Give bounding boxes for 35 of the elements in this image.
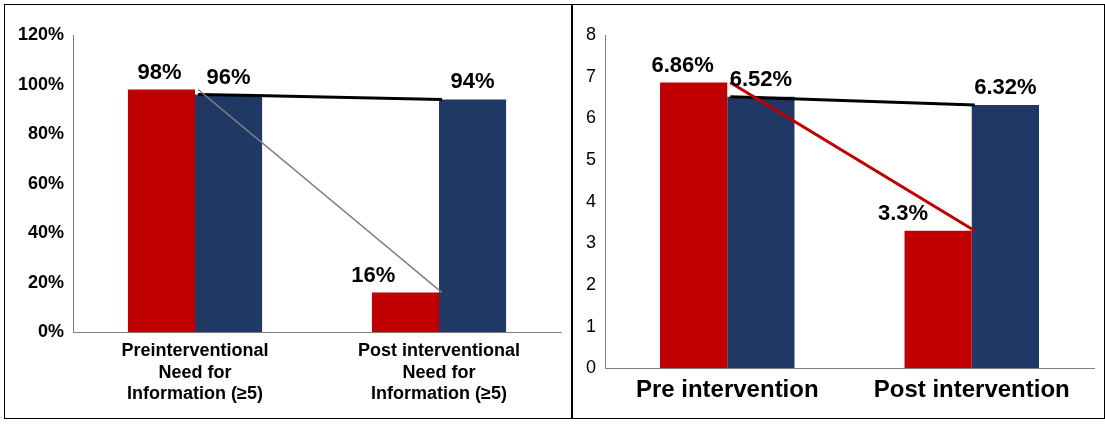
- bar: [195, 94, 263, 333]
- x-tick-label: Pre intervention: [635, 375, 819, 403]
- y-tick-label: 5: [586, 148, 597, 169]
- data-label: 6.32%: [974, 74, 1037, 100]
- y-tick-label: 60%: [28, 172, 65, 193]
- bar: [439, 99, 507, 333]
- y-tick-label: 20%: [28, 271, 65, 292]
- y-tick-label: 7: [586, 65, 597, 86]
- bar: [971, 104, 1039, 369]
- y-tick-label: 3: [586, 232, 597, 253]
- data-label: 3.3%: [877, 199, 929, 225]
- data-label: 6.52%: [729, 65, 793, 91]
- x-tick-label: Preinterventional Need for Information (≥5): [121, 339, 269, 404]
- y-tick-label: 6: [586, 107, 597, 128]
- y-tick-label: 8: [586, 23, 597, 44]
- y-tick-label: 1: [586, 315, 597, 336]
- bar: [727, 96, 795, 369]
- y-tick-label: 4: [586, 190, 597, 211]
- y-tick-label: 80%: [28, 123, 65, 144]
- data-label: 16%: [351, 261, 396, 287]
- bar: [660, 82, 728, 369]
- y-tick-label: 100%: [17, 73, 65, 94]
- data-label: 96%: [206, 63, 251, 89]
- data-label: 94%: [450, 68, 495, 94]
- y-tick-label: 0: [586, 357, 597, 378]
- y-tick-label: 120%: [17, 23, 65, 44]
- y-tick-label: 40%: [28, 222, 65, 243]
- x-tick-label: Post intervention: [873, 375, 1070, 403]
- x-tick-label: Post interventional Need for Information (≥5): [357, 339, 521, 404]
- bar: [127, 89, 196, 333]
- y-tick-label: 2: [586, 273, 597, 294]
- y-tick-label: 0%: [38, 321, 65, 342]
- data-label: 98%: [137, 58, 182, 84]
- bar: [371, 292, 440, 333]
- data-label: 6.86%: [651, 51, 714, 77]
